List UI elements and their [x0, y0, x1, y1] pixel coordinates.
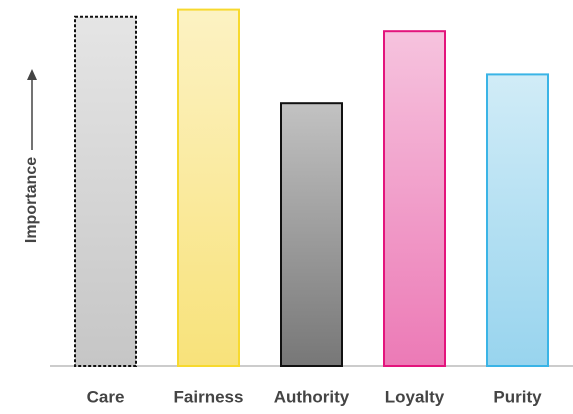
bar	[280, 102, 343, 367]
bar	[486, 73, 549, 368]
bar	[383, 30, 446, 367]
x-tick-label: Loyalty	[385, 387, 445, 406]
x-tick-label: Authority	[274, 387, 350, 406]
x-tick-label: Fairness	[174, 387, 244, 406]
bar	[177, 8, 240, 367]
bar	[74, 15, 137, 368]
x-tick-label: Care	[87, 387, 125, 406]
y-axis-label: Importance	[23, 157, 40, 243]
axis-arrow-head	[27, 69, 37, 80]
x-tick-label: Purity	[493, 387, 542, 406]
